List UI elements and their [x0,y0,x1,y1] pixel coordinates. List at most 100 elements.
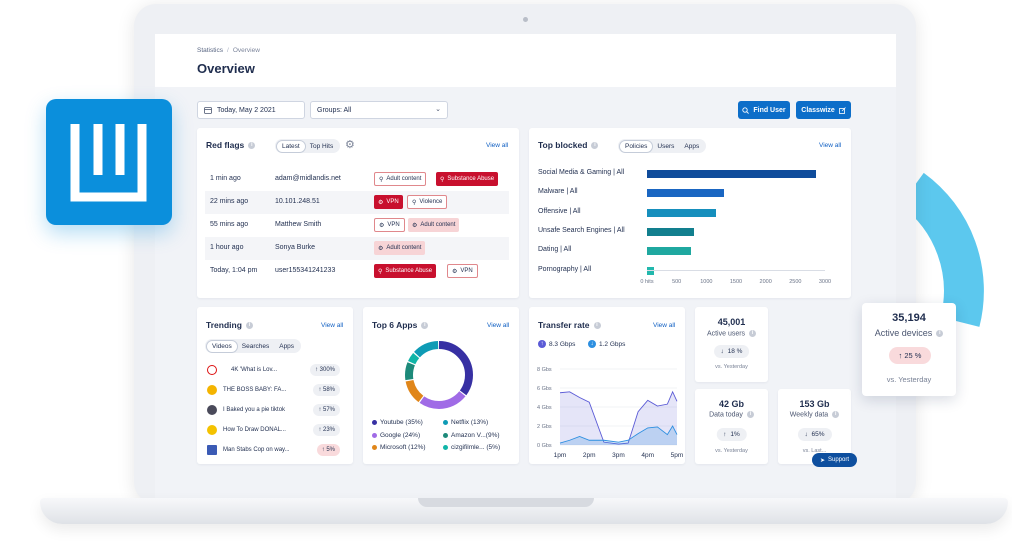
item-text: I Baked you a pie tiktok [223,407,286,413]
groups-select[interactable]: Groups: All ⌄ [310,101,448,119]
bar[interactable] [647,208,717,217]
list-item[interactable]: 4K 'What is Lov... ↑ 300% [205,360,345,380]
data-today-label: Data today i [695,411,768,418]
top-apps-view-all[interactable]: View all [487,322,510,329]
series-line[interactable] [559,425,678,444]
bar[interactable] [647,189,725,198]
x-tick-label: 500 [672,279,682,285]
data-today-sub: vs. Yesterday [715,448,748,454]
gear-icon[interactable]: ⚙ [345,139,355,151]
row-time: 1 hour ago [210,244,244,251]
list-item[interactable]: How To Draw DONAL... ↑ 23% [205,420,345,440]
change-badge: ↑ 57% [313,404,340,416]
bar[interactable] [647,170,817,178]
trending-card: Trending i View all Videos Searches Apps … [197,307,353,464]
tab-latest[interactable]: Latest [277,140,305,152]
data-today-value: 42 Gb [718,399,744,409]
donut-slice[interactable] [405,341,473,409]
weekly-data-card: 153 Gb Weekly data i ↓ 65% vs. Last... [778,389,851,464]
top-blocked-tabs: Policies Users Apps [618,139,707,153]
date-value: Today, May 2 2021 [217,106,276,114]
active-devices-value: 35,194 [892,312,926,324]
chevron-down-icon: ⌄ [435,106,441,113]
table-row[interactable]: 1 hour ago Sonya Burke ⚙ Adult content [205,237,509,260]
search-icon: ⚲ [440,176,445,183]
active-users-change: ↓ 18 % [713,345,750,358]
emoji-icon [207,385,217,395]
tag[interactable]: ⚙ VPN [447,264,478,278]
tag[interactable]: ⚲ Violence [407,195,448,209]
tag[interactable]: ⚲ Substance Abuse [374,264,437,278]
red-flags-view-all[interactable]: View all [486,142,509,149]
find-user-label: Find User [753,106,786,114]
table-row[interactable]: 55 mins ago Matthew Smith ⚙ VPN ⚙ Adult co… [205,214,509,237]
tab-searches[interactable]: Searches [241,342,270,350]
row-user: user155341241233 [275,267,336,274]
y-tick-label: 0 Gbs [537,443,552,449]
item-text: 4K 'What is Lov... [231,367,278,373]
breadcrumb-root[interactable]: Statistics [197,47,224,54]
transfer-view-all[interactable]: View all [653,322,676,329]
series-line[interactable] [559,390,678,445]
info-icon: i [746,411,754,418]
donut-slice[interactable] [405,341,473,409]
apps-donut-chart [405,341,473,409]
bar-label: Pornography | All [538,265,592,273]
top-blocked-view-all[interactable]: View all [819,142,842,149]
red-flags-card: Red flags i Latest Top Hits ⚙ View all 1 … [197,128,519,298]
trending-view-all[interactable]: View all [321,322,344,329]
weekly-data-change: ↓ 65% [797,428,832,441]
list-item[interactable]: I Baked you a pie tiktok ↑ 57% [205,400,345,420]
x-tick-label: 1pm [554,452,567,459]
donut-slice[interactable] [405,341,473,409]
tab-apps[interactable]: Apps [684,142,700,150]
tag[interactable]: ⚙ VPN [374,195,403,209]
dashboard-screen: Statistics / Overview Overview Today, May … [155,34,896,500]
tag[interactable]: ⚙ Adult content [408,218,460,232]
tag[interactable]: ⚲ Substance Abuse [436,172,499,186]
tag[interactable]: ⚙ Adult content [374,241,426,255]
bar[interactable] [647,227,695,236]
info-icon: i [245,322,253,330]
avatar-icon [207,405,217,415]
change-badge: ↑ 58% [313,384,340,396]
weekly-data-value: 153 Gb [799,399,830,409]
legend-download: ↓ 1.2 Gbps [588,340,625,348]
item-text: THE BOSS BABY: FA... [223,387,287,393]
legend-label: Netflix (13%) [451,419,489,426]
tab-policies[interactable]: Policies [620,140,653,152]
support-button[interactable]: ➤ Support [812,453,857,467]
date-picker[interactable]: Today, May 2 2021 [197,101,305,119]
y-tick-label: 4 Gbs [537,405,552,411]
active-devices-card: 35,194 Active devices i ↑ 25 % vs. Yester… [862,303,956,396]
info-icon: i [749,330,757,337]
top-blocked-title: Top blocked i [538,140,599,150]
table-row[interactable]: 22 mins ago 10.101.248.51 ⚙ VPN ⚲ Violence [205,191,509,214]
classwize-button[interactable]: Classwize [796,101,851,119]
tab-top-hits[interactable]: Top Hits [309,142,334,150]
x-tick-label: 4pm [641,452,654,459]
row-time: 1 min ago [210,175,241,182]
table-row[interactable]: 1 min ago adam@midlandis.net ⚲ Adult cont… [205,168,509,191]
list-item[interactable]: THE BOSS BABY: FA... ↑ 58% [205,380,345,400]
y-tick-label: 6 Gbs [537,386,552,392]
tab-users[interactable]: Users [657,142,675,150]
table-row[interactable]: Today, 1:04 pm user155341241233 ⚲ Substan… [205,260,509,283]
bar[interactable] [647,247,691,256]
bar-label: Unsafe Search Engines | All [538,226,625,234]
brand-logo-tile [46,99,172,225]
row-user: Matthew Smith [275,221,322,228]
gear-icon: ⚙ [378,245,384,252]
tag[interactable]: ⚙ VPN [374,218,405,232]
red-flags-title: Red flags i [206,140,256,150]
info-icon: i [936,330,944,338]
bar-label: Social Media & Gaming | All [538,169,625,176]
tab-apps[interactable]: Apps [279,342,295,350]
groups-value: Groups: All [317,106,352,114]
tag[interactable]: ⚲ Adult content [374,172,427,186]
bar-label: Dating | All [538,246,572,254]
tab-videos[interactable]: Videos [207,340,237,352]
send-icon: ➤ [819,457,825,464]
find-user-button[interactable]: Find User [738,101,790,119]
list-item[interactable]: Man Stabs Cop on way... ↑ 5% [205,440,345,460]
